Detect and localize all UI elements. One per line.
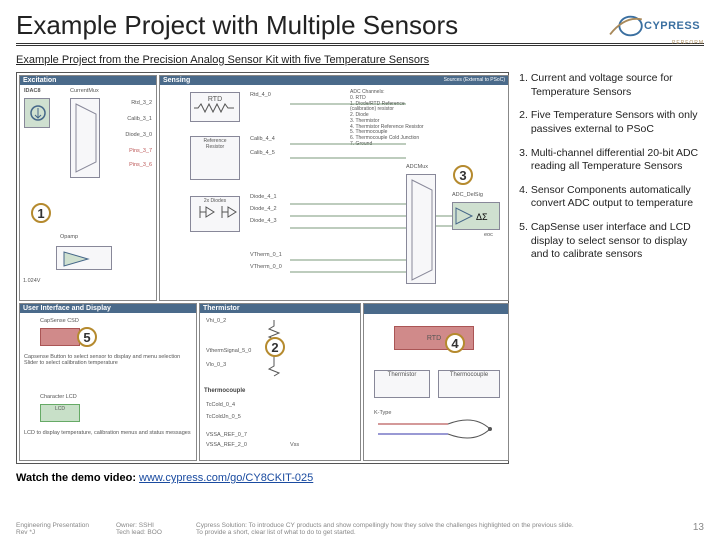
lcd-note: LCD to display temperature, calibration … <box>24 430 192 436</box>
label: Thermocouple <box>204 388 245 394</box>
marker-5: 5 <box>77 327 97 347</box>
label: VthermSignal_5_0 <box>206 348 251 354</box>
label: Vlo_0_3 <box>206 362 226 368</box>
demo-label: Watch the demo video: <box>16 472 139 484</box>
tc-comp-block: Thermocouple <box>438 370 500 398</box>
footer-text: Owner: SSHI <box>116 522 196 529</box>
panel-title: Thermistor <box>200 304 360 313</box>
label: IDAC8 <box>24 88 41 94</box>
demo-link[interactable]: www.cypress.com/go/CY8CKIT-025 <box>139 472 313 484</box>
label: Thermocouple <box>440 372 498 378</box>
demo-line: Watch the demo video: www.cypress.com/go… <box>16 472 704 484</box>
label: TcCold_0_4 <box>206 402 235 408</box>
therm-comp-block: Thermistor <box>374 370 430 398</box>
marker-2: 2 <box>265 337 285 357</box>
footer-text: Rev *J <box>16 529 116 536</box>
bullet-list: Current and voltage source for Temperatu… <box>515 72 704 464</box>
lcd-block: LCD <box>40 404 80 422</box>
list-item: Multi-channel differential 20-bit ADC re… <box>531 147 704 174</box>
footer-text: Tech lead: BOO <box>116 529 196 536</box>
slide: CYPRESS PERFORM Example Project with Mul… <box>0 0 720 540</box>
label: VSSA_REF_2_0 <box>206 442 247 448</box>
idac-icon <box>24 98 50 128</box>
panel-title: User Interface and Display <box>20 304 196 313</box>
footer-col: Owner: SSHI Tech lead: BOO <box>116 522 196 536</box>
capsense-note: Capsense Button to select sensor to disp… <box>24 354 192 367</box>
swoosh-icon <box>606 12 644 40</box>
divider <box>16 45 704 46</box>
brand-sub: PERFORM <box>606 40 704 46</box>
label: Diode_3_0 <box>125 132 152 138</box>
list-item: Sensor Components automatically convert … <box>531 184 704 211</box>
label: Character LCD <box>40 394 77 400</box>
panel-title: Excitation <box>20 76 156 85</box>
page-number: 13 <box>693 522 704 536</box>
divider <box>16 43 704 44</box>
wiring-icon <box>160 76 510 302</box>
footer: Engineering Presentation Rev *J Owner: S… <box>16 522 704 536</box>
subtitle: Example Project from the Precision Analo… <box>16 54 704 66</box>
page-title: Example Project with Multiple Sensors <box>16 10 704 41</box>
panel-ui: User Interface and Display CapSense CSD … <box>19 303 197 461</box>
marker-3: 3 <box>453 165 473 185</box>
label: Opamp <box>60 234 78 240</box>
list-item: Five Temperature Sensors with only passi… <box>531 109 704 136</box>
label: Pins_3_7 <box>129 148 152 154</box>
footer-col: Engineering Presentation Rev *J <box>16 522 116 536</box>
footer-text: To provide a short, clear list of what t… <box>196 529 693 536</box>
label: TcColdJn_0_5 <box>206 414 241 420</box>
panel-title <box>364 304 508 314</box>
list-item: Current and voltage source for Temperatu… <box>531 72 704 99</box>
tc-graphic-icon <box>374 410 500 454</box>
panel-components: RTD Thermistor Thermocouple K-Type <box>363 303 509 461</box>
capsense-block <box>40 328 80 346</box>
panel-excitation: Excitation IDAC8 CurrentMux Rtd_3_2 Cali… <box>19 75 157 301</box>
brand-logo: CYPRESS PERFORM <box>606 12 706 46</box>
footer-text: Cypress Solution: To introduce CY produc… <box>196 522 693 529</box>
footer-col: Cypress Solution: To introduce CY produc… <box>196 522 693 536</box>
label: Vss <box>290 442 299 448</box>
marker-4: 4 <box>445 333 465 353</box>
brand-text: CYPRESS <box>644 20 700 32</box>
circle-arrow-icon <box>27 100 49 126</box>
label: CapSense CSD <box>40 318 79 324</box>
label: CurrentMux <box>70 88 99 94</box>
opamp-block <box>56 246 112 270</box>
label: Vhi_0_2 <box>206 318 226 324</box>
panel-thermistor: Thermistor Vhi_0_2 VthermSignal_5_0 Vlo_… <box>199 303 361 461</box>
footer-text: Engineering Presentation <box>16 522 116 529</box>
marker-1: 1 <box>31 203 51 223</box>
content-row: Excitation IDAC8 CurrentMux Rtd_3_2 Cali… <box>16 72 704 464</box>
mux-block <box>70 98 100 178</box>
label: VSSA_REF_0_7 <box>206 432 247 438</box>
label: Rtd_3_2 <box>131 100 152 106</box>
label: Pins_3_6 <box>129 162 152 168</box>
block-diagram: Excitation IDAC8 CurrentMux Rtd_3_2 Cali… <box>16 72 509 464</box>
list-item: CapSense user interface and LCD display … <box>531 221 704 262</box>
label: Calib_3_1 <box>127 116 152 122</box>
label: 1.024V <box>23 278 40 284</box>
panel-sensing: Sensing Sources (External to PSoC) RTD R… <box>159 75 509 301</box>
